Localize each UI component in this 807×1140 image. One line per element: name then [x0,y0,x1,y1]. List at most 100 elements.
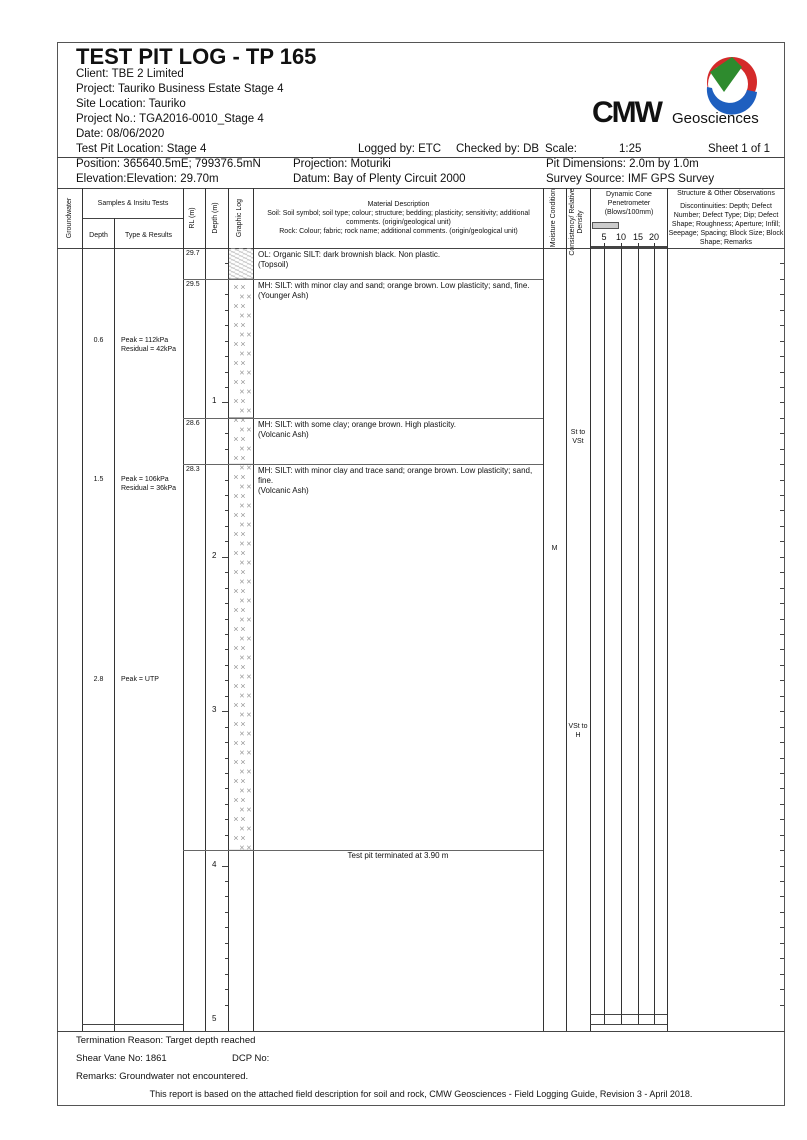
svg-text:⨯: ⨯ [246,407,252,414]
svg-text:⨯: ⨯ [239,369,245,376]
depth-tick [225,788,228,790]
depth-tick [225,479,228,481]
svg-text:⨯: ⨯ [239,844,245,850]
svg-text:⨯: ⨯ [233,759,239,766]
svg-text:⨯: ⨯ [240,531,246,538]
layer-description: OL: Organic SILT: dark brownish black. N… [258,250,538,270]
depth-tick [225,603,228,605]
svg-text:⨯: ⨯ [246,768,252,775]
svg-text:⨯: ⨯ [233,797,239,804]
structure-tick [780,433,784,435]
column-divider [590,188,591,1031]
structure-tick [780,479,784,481]
depth-tick [225,927,228,929]
structure-tick [780,340,784,342]
sample-depth-header: Depth [89,232,108,239]
depth-tick [222,556,228,558]
svg-text:⨯: ⨯ [240,360,246,367]
dcp-header: Dynamic Cone Penetrometer (Blows/100mm) [604,191,654,216]
svg-text:⨯: ⨯ [233,664,239,671]
column-divider [205,188,206,1031]
svg-text:⨯: ⨯ [233,341,239,348]
dcp-tick-label: 20 [648,232,659,242]
svg-text:⨯: ⨯ [246,350,252,357]
structure-tick [780,881,784,883]
column-divider [253,188,254,1031]
svg-text:⨯: ⨯ [239,540,245,547]
svg-text:⨯: ⨯ [239,597,245,604]
layer-description: MH: SILT: with minor clay and trace sand… [258,466,538,496]
layer-rl: 28.6 [186,419,200,427]
structure-tick [780,788,784,790]
svg-text:⨯: ⨯ [240,455,246,462]
svg-text:⨯: ⨯ [239,616,245,623]
svg-text:⨯: ⨯ [246,388,252,395]
svg-text:⨯: ⨯ [240,284,246,291]
structure-tick [780,325,784,327]
structure-tick [780,649,784,651]
layer-boundary [183,464,543,466]
svg-text:⨯: ⨯ [246,787,252,794]
svg-text:⨯: ⨯ [246,673,252,680]
svg-text:⨯: ⨯ [239,521,245,528]
elevation: Elevation:Elevation: 29.70m [76,173,219,185]
depth-tick [225,757,228,759]
depth-tick [225,356,228,358]
column-divider [667,188,668,1031]
svg-text:⨯: ⨯ [246,844,252,850]
layer-unit: (Volcanic Ash) [258,486,309,496]
svg-text:⨯: ⨯ [233,702,239,709]
layer-boundary [183,417,543,419]
depth-tick [225,881,228,883]
dcp-tick-label: 5 [601,232,607,242]
test-pit-location: Test Pit Location: Stage 4 [76,143,207,155]
log-frame [57,42,785,1106]
depth-tick [225,386,228,388]
svg-text:⨯: ⨯ [239,350,245,357]
structure-title: Structure & Other Observations [677,190,775,197]
svg-text:⨯: ⨯ [233,398,239,405]
structure-tick [780,958,784,960]
structure-tick [780,495,784,497]
structure-tick [780,541,784,543]
svg-text:⨯: ⨯ [233,778,239,785]
svg-text:⨯: ⨯ [240,721,246,728]
svg-text:⨯: ⨯ [246,711,252,718]
dcp-gridline [638,248,639,1024]
svg-text:⨯: ⨯ [240,702,246,709]
material-rock: Rock: Colour; fabric; rock name; additio… [279,228,518,235]
svg-text:⨯: ⨯ [240,550,246,557]
material-title: Material Description [367,201,430,208]
svg-text:⨯: ⨯ [246,540,252,547]
dcp-tick-label: 10 [615,232,626,242]
svg-text:⨯: ⨯ [246,445,252,452]
svg-text:⨯: ⨯ [239,806,245,813]
svg-text:⨯: ⨯ [246,749,252,756]
svg-text:⨯: ⨯ [246,654,252,661]
row-divider [590,1024,667,1025]
svg-text:⨯: ⨯ [240,835,246,842]
svg-text:⨯: ⨯ [240,626,246,633]
depth-tick [225,819,228,821]
svg-text:⨯: ⨯ [246,369,252,376]
sample-result: Peak = UTP [121,676,159,684]
dcp-gridline [621,248,622,1024]
svg-text:⨯: ⨯ [239,445,245,452]
depth-tick [225,541,228,543]
divider [57,1031,785,1032]
column-divider [228,188,229,1031]
svg-text:⨯: ⨯ [246,483,252,490]
svg-text:⨯: ⨯ [240,664,246,671]
depth-tick [225,989,228,991]
material-soil: Soil: Soil symbol; soil type; colour; st… [267,210,530,226]
remarks: Remarks: Groundwater not encountered. [76,1071,249,1082]
dcp-tick-label: 15 [632,232,643,242]
layer-unit: (Younger Ash) [258,290,309,300]
structure-tick [780,989,784,991]
svg-text:⨯: ⨯ [239,293,245,300]
depth-label: 3 [212,705,217,715]
dcp-no: DCP No: [232,1053,270,1064]
depth-label: 2 [212,550,217,560]
structure-tick [780,973,784,975]
svg-text:⨯: ⨯ [240,436,246,443]
